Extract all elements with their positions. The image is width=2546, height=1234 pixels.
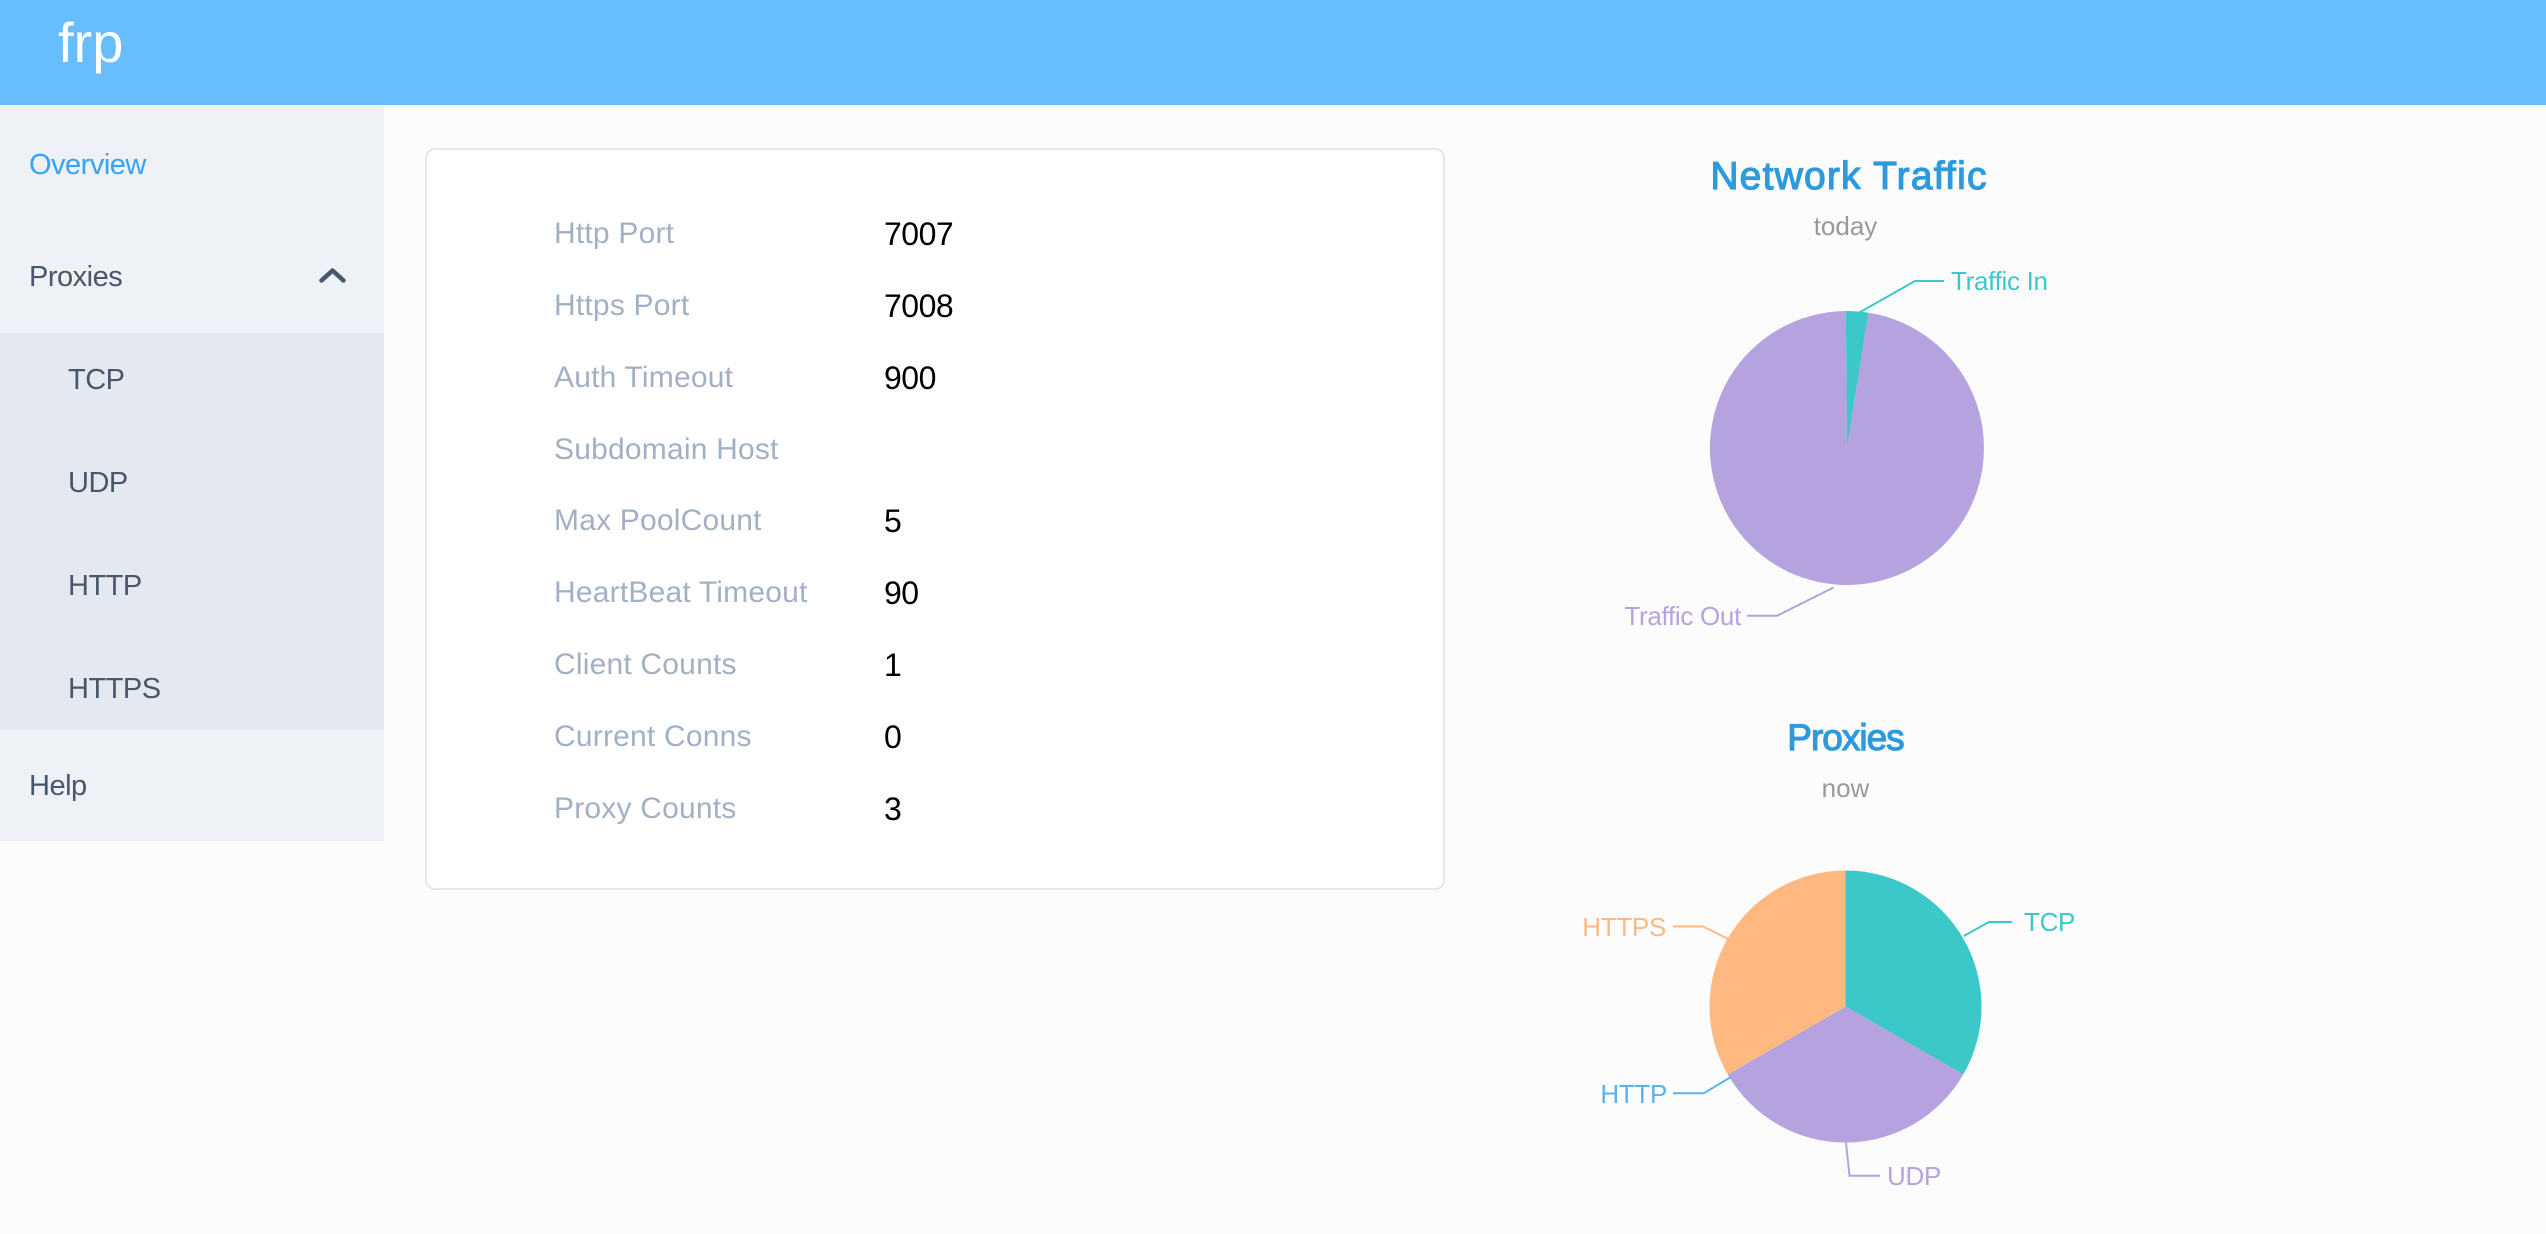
- svg-text:Proxies: Proxies: [1787, 717, 1904, 758]
- svg-text:Traffic In: Traffic In: [1951, 266, 2048, 296]
- svg-text:TCP: TCP: [2024, 907, 2075, 937]
- svg-text:Network Traffic: Network Traffic: [1710, 155, 1987, 198]
- svg-text:today: today: [1814, 211, 1878, 241]
- svg-text:HTTPS: HTTPS: [1582, 912, 1666, 942]
- svg-text:HTTP: HTTP: [1600, 1079, 1667, 1109]
- svg-text:UDP: UDP: [1887, 1161, 1941, 1191]
- svg-text:now: now: [1822, 773, 1870, 803]
- svg-text:Traffic Out: Traffic Out: [1624, 601, 1742, 631]
